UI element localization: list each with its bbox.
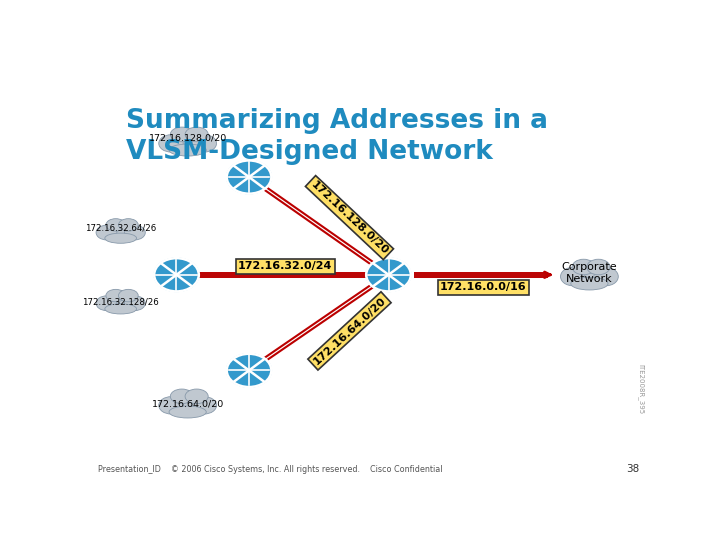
Text: Corporate
Network: Corporate Network xyxy=(562,261,617,284)
Text: 172.16.32.64/26: 172.16.32.64/26 xyxy=(85,224,156,232)
Ellipse shape xyxy=(159,397,183,414)
Circle shape xyxy=(366,258,411,292)
Ellipse shape xyxy=(125,225,145,240)
Text: 172.16.32.128/26: 172.16.32.128/26 xyxy=(82,298,159,306)
Ellipse shape xyxy=(192,397,217,414)
Ellipse shape xyxy=(171,389,194,404)
Ellipse shape xyxy=(125,296,145,310)
Text: 172.16.128.0/20: 172.16.128.0/20 xyxy=(148,134,227,143)
Circle shape xyxy=(154,258,199,292)
Ellipse shape xyxy=(105,304,137,314)
Ellipse shape xyxy=(185,127,208,141)
Ellipse shape xyxy=(185,389,208,404)
Text: Presentation_ID    © 2006 Cisco Systems, Inc. All rights reserved.    Cisco Conf: Presentation_ID © 2006 Cisco Systems, In… xyxy=(99,465,443,474)
Text: 172.16.32.0/24: 172.16.32.0/24 xyxy=(238,261,333,272)
Text: Summarizing Addresses in a
VLSM-Designed Network: Summarizing Addresses in a VLSM-Designed… xyxy=(126,109,548,165)
Ellipse shape xyxy=(119,219,138,231)
Text: B: B xyxy=(244,199,253,213)
Ellipse shape xyxy=(171,391,204,411)
Ellipse shape xyxy=(561,267,585,286)
Circle shape xyxy=(227,354,271,387)
Ellipse shape xyxy=(119,289,138,302)
Text: 172.16.64.0/20: 172.16.64.0/20 xyxy=(311,295,387,367)
Ellipse shape xyxy=(572,261,606,282)
Ellipse shape xyxy=(159,135,183,152)
Text: A: A xyxy=(384,297,393,310)
Text: ITE2008R_395: ITE2008R_395 xyxy=(637,364,644,414)
Ellipse shape xyxy=(106,289,125,302)
Text: C: C xyxy=(172,297,181,310)
Ellipse shape xyxy=(169,406,206,418)
Ellipse shape xyxy=(594,267,618,286)
Ellipse shape xyxy=(96,225,117,240)
Ellipse shape xyxy=(192,135,217,152)
Ellipse shape xyxy=(107,220,135,238)
Ellipse shape xyxy=(571,277,608,290)
Text: 172.16.64.0/20: 172.16.64.0/20 xyxy=(151,399,224,408)
Ellipse shape xyxy=(106,219,125,231)
Ellipse shape xyxy=(171,127,194,141)
Ellipse shape xyxy=(169,144,206,156)
Ellipse shape xyxy=(105,233,137,244)
Text: 172.16.128.0/20: 172.16.128.0/20 xyxy=(309,179,390,256)
Text: D: D xyxy=(244,393,254,406)
Text: 172.16.0.0/16: 172.16.0.0/16 xyxy=(440,282,527,292)
Text: 38: 38 xyxy=(626,464,639,474)
Ellipse shape xyxy=(587,259,610,275)
Ellipse shape xyxy=(107,291,135,308)
Ellipse shape xyxy=(96,296,117,310)
Ellipse shape xyxy=(572,259,595,275)
Ellipse shape xyxy=(171,129,204,149)
Circle shape xyxy=(227,160,271,194)
